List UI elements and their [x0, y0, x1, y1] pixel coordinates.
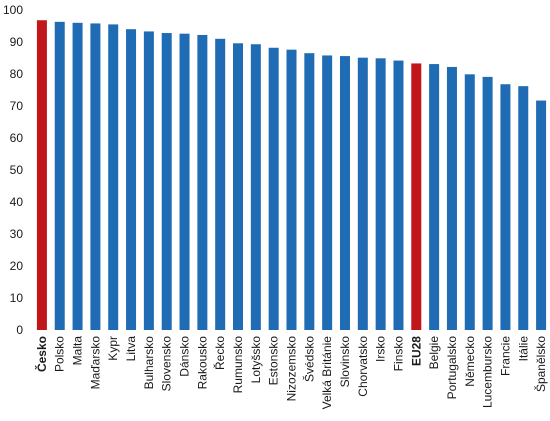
x-category-label: Portugalsko — [445, 336, 459, 400]
bar — [411, 63, 422, 330]
x-category-label: Španělsko — [533, 336, 548, 392]
x-category-label: Malta — [71, 336, 85, 366]
bar — [482, 76, 493, 330]
bar — [54, 21, 65, 331]
bar — [536, 100, 547, 330]
bar — [72, 22, 83, 331]
x-category-label: Bulharsko — [142, 336, 156, 390]
bar — [357, 57, 368, 331]
bar — [375, 58, 386, 330]
bar — [179, 33, 190, 331]
bar — [268, 47, 279, 330]
y-tick-label: 60 — [10, 131, 24, 145]
y-axis: 0 10 20 30 40 50 60 70 80 90 100 — [3, 3, 23, 337]
x-category-label: EU28 — [409, 336, 423, 366]
x-category-label: Estonsko — [267, 336, 281, 386]
x-category-label: Švédsko — [301, 336, 316, 382]
bar — [393, 60, 404, 331]
x-category-label: Polsko — [53, 336, 67, 372]
bar — [286, 49, 297, 331]
y-tick-label: 40 — [10, 195, 24, 209]
x-category-label: Finsko — [391, 336, 405, 372]
y-tick-label: 80 — [10, 67, 24, 81]
x-axis-labels: Česko Polsko Malta Maďarsko Kypr Litva Bulhars… — [34, 336, 548, 410]
x-category-label: Lucembursko — [481, 336, 495, 408]
x-category-label: Lotyšsko — [249, 336, 263, 384]
y-tick-label: 100 — [3, 3, 23, 17]
x-category-label: Česko — [34, 336, 49, 372]
y-tick-label: 70 — [10, 99, 24, 113]
bar — [446, 66, 457, 331]
x-category-label: Irsko — [374, 336, 388, 362]
bar — [304, 53, 315, 330]
y-tick-label: 30 — [10, 227, 24, 241]
x-category-label: Německo — [463, 336, 477, 387]
x-category-label: Litva — [124, 336, 138, 362]
bar — [90, 23, 101, 330]
x-category-label: Slovinsko — [338, 336, 352, 388]
x-category-label: Belgie — [427, 336, 441, 370]
x-category-label: Řecko — [212, 336, 227, 370]
x-category-label: Velká Británie — [320, 336, 334, 410]
x-category-label: Nizozemsko — [285, 336, 299, 402]
y-tick-label: 0 — [16, 323, 23, 337]
x-category-label: Dánsko — [178, 336, 192, 377]
bar — [215, 38, 226, 331]
bar — [161, 33, 172, 330]
x-category-label: Rakousko — [195, 336, 209, 390]
bar — [339, 56, 350, 330]
x-category-label: Itálie — [516, 336, 530, 362]
bar — [126, 29, 137, 330]
x-category-label: Kypr — [106, 336, 120, 361]
bar — [429, 64, 440, 330]
bar — [36, 20, 47, 331]
y-tick-label: 10 — [10, 291, 24, 305]
y-tick-label: 20 — [10, 259, 24, 273]
x-category-label: Chorvatsko — [356, 336, 370, 397]
bar — [233, 43, 244, 330]
bar — [143, 31, 154, 330]
bar — [197, 34, 208, 331]
bar — [322, 55, 333, 330]
bar — [108, 24, 119, 331]
x-category-label: Slovensko — [160, 336, 174, 392]
x-category-label: Maďarsko — [88, 336, 102, 390]
y-tick-label: 90 — [10, 35, 24, 49]
x-category-label: Francie — [498, 336, 512, 376]
x-category-label: Rumunsko — [231, 336, 245, 394]
bar — [464, 74, 475, 330]
bar — [500, 84, 511, 331]
bar — [250, 44, 261, 331]
y-tick-label: 50 — [10, 163, 24, 177]
bar — [518, 86, 529, 330]
bars — [36, 20, 547, 331]
